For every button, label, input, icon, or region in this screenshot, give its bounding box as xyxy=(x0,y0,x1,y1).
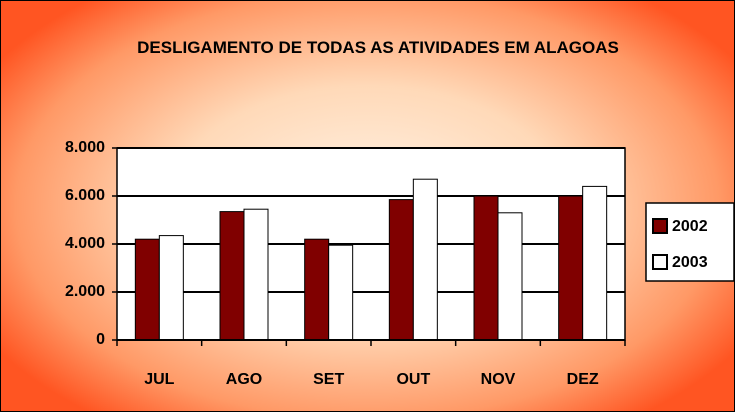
y-tick-label: 6.000 xyxy=(65,187,105,204)
bar xyxy=(243,208,269,341)
x-tick-label: AGO xyxy=(226,371,262,388)
legend-label: 2002 xyxy=(672,218,708,235)
y-tick-label: 8.000 xyxy=(65,139,105,156)
legend-swatch xyxy=(652,254,668,270)
legend-label: 2003 xyxy=(672,254,708,271)
bar xyxy=(328,244,354,341)
bar xyxy=(388,199,414,341)
bar xyxy=(158,235,184,341)
y-tick-label: 2.000 xyxy=(65,283,105,300)
bar xyxy=(412,178,438,341)
y-tick-label: 4.000 xyxy=(65,235,105,252)
bar xyxy=(219,211,245,341)
bar xyxy=(304,238,330,341)
bar xyxy=(558,195,584,341)
chart-title: DESLIGAMENTO DE TODAS AS ATIVIDADES EM A… xyxy=(137,38,619,57)
x-tick-label: JUL xyxy=(144,371,174,388)
bar xyxy=(473,195,499,341)
x-tick-label: OUT xyxy=(396,371,430,388)
bar xyxy=(582,185,608,341)
x-tick-label: SET xyxy=(313,371,344,388)
bar xyxy=(497,212,523,341)
legend-swatch xyxy=(652,218,668,234)
y-tick-label: 0 xyxy=(96,331,105,348)
x-tick-label: NOV xyxy=(481,371,516,388)
bar xyxy=(134,238,160,341)
x-tick-label: DEZ xyxy=(567,371,599,388)
